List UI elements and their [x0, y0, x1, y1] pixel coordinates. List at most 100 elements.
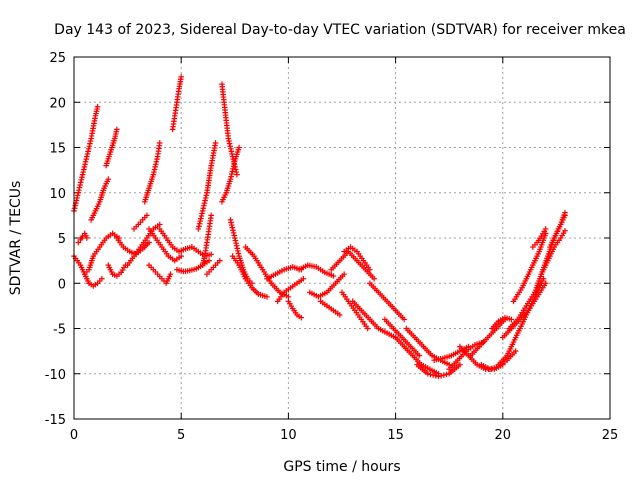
data-point-arc-28: [298, 314, 305, 321]
data-point-arc-1: [81, 164, 88, 170]
data-point-arc-23: [231, 232, 237, 239]
data-point-arc-1: [73, 197, 80, 204]
data-point-arc-1: [82, 161, 88, 168]
data-point-arc-40: [443, 371, 450, 378]
data-point-arc-23: [228, 222, 235, 228]
x-tick-label: 10: [280, 428, 297, 443]
data-point-arc-18: [199, 208, 206, 214]
data-point-arc-22: [228, 171, 235, 177]
data-point-arc-23: [232, 235, 238, 241]
y-tick-label: -15: [45, 413, 66, 428]
data-point-arc-16: [206, 257, 212, 264]
data-point-arc-37: [416, 352, 422, 359]
data-point-arc-11: [151, 169, 157, 175]
data-point-arc-18: [203, 192, 210, 199]
data-point-arc-51: [542, 226, 549, 232]
data-point-arc-1: [75, 189, 82, 196]
data-point-arc-40: [438, 372, 444, 379]
data-point-arc-23: [228, 219, 234, 226]
data-point-arc-22: [228, 173, 234, 180]
data-point-arc-21: [233, 169, 240, 175]
data-point-arc-23: [227, 217, 234, 223]
y-tick-label: -5: [53, 323, 66, 338]
data-point-arc-40: [430, 372, 436, 378]
data-point-arc-45: [512, 348, 519, 354]
y-axis-label: SDTVAR / TECUs: [8, 181, 24, 296]
data-point-arc-23: [235, 248, 241, 254]
data-point-arc-11: [153, 158, 160, 165]
data-point-arc-1: [79, 174, 85, 181]
data-point-arc-11: [151, 166, 158, 173]
plot-frame: [73, 56, 611, 420]
data-point-arc-15: [178, 74, 184, 80]
data-point-arc-1: [76, 187, 82, 193]
data-point-arc-6: [114, 126, 120, 133]
data-point-arc-1: [87, 140, 93, 147]
y-tick-label: 10: [49, 187, 66, 202]
data-point-arc-17: [208, 251, 215, 258]
data-point-arc-13: [167, 271, 174, 277]
data-point-arc-36: [401, 316, 407, 323]
data-point-arc-21: [232, 166, 239, 173]
data-point-arc-8: [146, 239, 152, 246]
data-point-arc-1: [85, 145, 92, 152]
data-point-arc-1: [81, 166, 87, 173]
data-point-arc-23: [229, 224, 236, 231]
data-point-arc-21: [227, 143, 234, 150]
x-tick-label: 5: [177, 428, 185, 443]
data-point-arc-40: [457, 361, 463, 368]
data-point-arc-46: [508, 316, 515, 323]
data-point-arc-40: [427, 371, 434, 378]
data-point-arc-22: [229, 168, 236, 175]
data-point-arc-54: [562, 212, 568, 219]
data-point-arc-1: [78, 177, 85, 183]
data-point-arc-18: [202, 195, 209, 201]
y-tick-label: 15: [49, 142, 66, 157]
data-point-arc-11: [150, 171, 157, 178]
data-point-arc-27: [300, 275, 307, 282]
data-point-arc-1: [79, 171, 86, 178]
y-tick-label: -10: [45, 368, 66, 383]
data-point-arc-22: [236, 144, 242, 151]
data-point-arc-21: [229, 151, 235, 157]
data-point-arc-3: [84, 235, 90, 241]
data-point-arc-42: [480, 339, 487, 345]
data-point-arc-1: [84, 151, 91, 157]
data-point-arc-24: [264, 294, 270, 300]
data-point-arc-1: [71, 205, 78, 212]
data-point-arc-18: [196, 220, 203, 227]
y-tick-label: 5: [58, 232, 66, 247]
data-point-arc-11: [152, 161, 159, 168]
data-point-arc-29: [330, 273, 337, 279]
x-tick-label: 20: [495, 428, 512, 443]
x-tick-label: 0: [70, 428, 78, 443]
data-point-arc-20: [216, 257, 223, 264]
data-point-arc-40: [433, 372, 439, 379]
data-point-arc-30: [341, 271, 347, 277]
data-point-arc-23: [234, 245, 241, 252]
data-point-arc-1: [82, 158, 89, 165]
data-point-arc-22: [230, 166, 236, 172]
data-point-arc-32: [371, 275, 377, 282]
data-point-arc-18: [201, 200, 208, 206]
y-tick-label: 25: [49, 51, 66, 66]
data-point-arc-21: [228, 148, 235, 155]
data-point-arc-22: [230, 163, 237, 170]
data-point-arc-1: [77, 179, 84, 186]
y-tick-label: 0: [58, 277, 66, 292]
data-point-arc-18: [212, 140, 219, 146]
data-point-arc-23: [232, 237, 239, 244]
data-point-arc-18: [198, 215, 204, 222]
data-point-arc-34: [364, 325, 371, 332]
x-axis-label: GPS time / hours: [283, 459, 400, 475]
data-point-arc-1: [74, 195, 80, 201]
data-point-arc-33: [367, 266, 373, 273]
data-point-arc-22: [231, 160, 237, 167]
data-point-arc-23: [233, 240, 239, 246]
data-point-arc-1: [86, 143, 93, 150]
data-point-arc-40: [435, 373, 442, 380]
data-point-arc-10: [144, 212, 150, 219]
x-tick-labels: 0 5 10 15 20 25: [70, 428, 618, 443]
data-point-arc-40: [441, 372, 447, 378]
data-point-arc-1: [83, 156, 90, 162]
